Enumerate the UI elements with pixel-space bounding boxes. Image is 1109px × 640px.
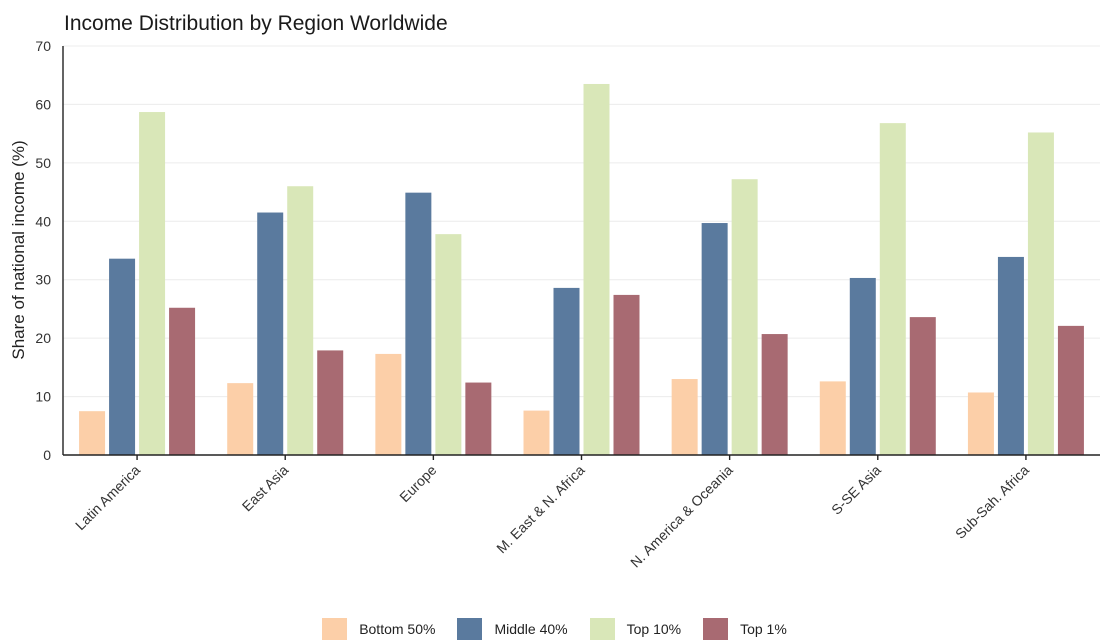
x-tick-labels: Latin America East Asia Europe M. East & N.… <box>72 462 1032 571</box>
bars <box>79 83 1084 456</box>
y-tick-label: 30 <box>35 272 51 288</box>
y-tick-label: 40 <box>35 213 51 229</box>
x-tick-label: Europe <box>396 462 439 505</box>
legend: Bottom 50% Middle 40% Top 10% Top 1% <box>0 618 1109 640</box>
bar <box>1027 132 1054 455</box>
bar <box>967 392 994 455</box>
bar <box>375 353 402 455</box>
y-tick-labels: 0 10 20 30 40 50 60 70 <box>35 38 51 463</box>
legend-item: Top 10% <box>589 618 682 640</box>
legend-swatch <box>457 618 483 640</box>
y-tick-label: 60 <box>35 96 51 112</box>
bar <box>671 379 698 455</box>
legend-swatch <box>703 618 729 640</box>
bar <box>909 317 936 455</box>
y-tick-label: 70 <box>35 38 51 54</box>
legend-item: Top 1% <box>703 618 787 640</box>
bar <box>287 186 314 455</box>
bar <box>227 383 254 455</box>
bar <box>731 179 758 455</box>
bar <box>435 234 462 455</box>
bar <box>879 123 906 455</box>
bar <box>701 223 728 455</box>
bar <box>1057 325 1084 455</box>
bar <box>613 294 640 455</box>
bar <box>169 307 196 455</box>
bar <box>553 287 580 455</box>
legend-label: Top 1% <box>740 621 787 637</box>
bar <box>465 382 492 455</box>
gridlines <box>63 45 1100 398</box>
bar <box>109 258 136 455</box>
bar <box>997 256 1024 455</box>
bar <box>79 411 106 455</box>
y-tick-label: 10 <box>35 389 51 405</box>
bar-chart: 0 10 20 30 40 50 60 70 Latin America East Asia Eu… <box>9 38 1100 571</box>
bar <box>257 212 284 455</box>
x-tick-label: East Asia <box>239 462 292 515</box>
legend-item: Middle 40% <box>457 618 568 640</box>
legend-label: Bottom 50% <box>359 621 436 637</box>
y-tick-label: 50 <box>35 155 51 171</box>
legend-swatch <box>589 618 615 640</box>
legend-swatch <box>322 618 348 640</box>
y-tick-label: 0 <box>43 447 51 463</box>
x-tick-label: Sub-Sah. Africa <box>952 462 1032 542</box>
bar <box>761 334 788 455</box>
axes <box>62 46 1100 460</box>
bar <box>583 83 610 455</box>
bar <box>317 350 344 455</box>
bar <box>405 192 432 456</box>
bar <box>139 112 166 455</box>
y-axis-title: Share of national income (%) <box>9 140 28 359</box>
chart-title: Income Distribution by Region Worldwide <box>64 12 448 35</box>
legend-item: Bottom 50% <box>322 618 435 640</box>
x-tick-label: N. America & Oceania <box>627 462 736 571</box>
bar <box>819 381 846 455</box>
bar <box>523 410 550 455</box>
legend-label: Top 10% <box>626 621 682 637</box>
x-tick-label: S-SE Asia <box>828 462 884 518</box>
x-tick-label: M. East & N. Africa <box>493 462 588 557</box>
x-tick-label: Latin America <box>72 462 143 533</box>
bar <box>849 277 876 455</box>
y-tick-label: 20 <box>35 330 51 346</box>
legend-label: Middle 40% <box>494 621 568 637</box>
